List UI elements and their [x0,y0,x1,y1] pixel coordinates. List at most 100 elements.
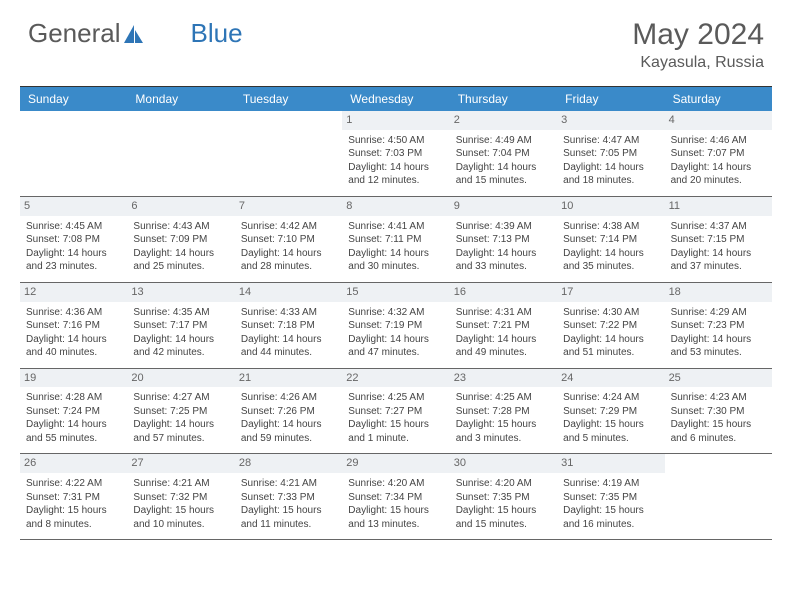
day-cell: 31Sunrise: 4:19 AMSunset: 7:35 PMDayligh… [557,454,664,539]
day1-text: Daylight: 15 hours [456,418,551,432]
sunrise-text: Sunrise: 4:42 AM [241,220,336,234]
day-number: 20 [127,369,234,388]
day1-text: Daylight: 14 hours [348,333,443,347]
day1-text: Daylight: 15 hours [348,418,443,432]
day2-text: and 11 minutes. [241,518,336,532]
month-title: May 2024 [632,18,764,52]
day-number: 11 [665,197,772,216]
day-cell: 5Sunrise: 4:45 AMSunset: 7:08 PMDaylight… [20,197,127,282]
sunrise-text: Sunrise: 4:26 AM [241,391,336,405]
day2-text: and 28 minutes. [241,260,336,274]
brand-part2: Blue [191,18,243,49]
day-cell: 10Sunrise: 4:38 AMSunset: 7:14 PMDayligh… [557,197,664,282]
day2-text: and 55 minutes. [26,432,121,446]
sunset-text: Sunset: 7:32 PM [133,491,228,505]
day-number: 9 [450,197,557,216]
day-number: 10 [557,197,664,216]
day-cell: 29Sunrise: 4:20 AMSunset: 7:34 PMDayligh… [342,454,449,539]
day-number: 19 [20,369,127,388]
day1-text: Daylight: 14 hours [133,418,228,432]
weekday-header: SundayMondayTuesdayWednesdayThursdayFrid… [20,87,772,111]
weekday-label: Saturday [665,87,772,111]
sunset-text: Sunset: 7:16 PM [26,319,121,333]
day2-text: and 20 minutes. [671,174,766,188]
day1-text: Daylight: 14 hours [456,161,551,175]
day1-text: Daylight: 14 hours [563,161,658,175]
day-number: 1 [342,111,449,130]
sunset-text: Sunset: 7:35 PM [563,491,658,505]
day-number: 5 [20,197,127,216]
weeks-container: 1Sunrise: 4:50 AMSunset: 7:03 PMDaylight… [20,111,772,540]
weekday-label: Friday [557,87,664,111]
day1-text: Daylight: 14 hours [348,247,443,261]
day2-text: and 8 minutes. [26,518,121,532]
day-cell: 3Sunrise: 4:47 AMSunset: 7:05 PMDaylight… [557,111,664,196]
day2-text: and 15 minutes. [456,174,551,188]
day-number: 26 [20,454,127,473]
day-number: 17 [557,283,664,302]
day-number: 21 [235,369,342,388]
weekday-label: Tuesday [235,87,342,111]
day-cell [235,111,342,196]
day1-text: Daylight: 14 hours [133,333,228,347]
day-cell: 18Sunrise: 4:29 AMSunset: 7:23 PMDayligh… [665,283,772,368]
day2-text: and 23 minutes. [26,260,121,274]
day-number: 24 [557,369,664,388]
day1-text: Daylight: 14 hours [26,418,121,432]
sunrise-text: Sunrise: 4:21 AM [133,477,228,491]
day1-text: Daylight: 14 hours [26,247,121,261]
sunset-text: Sunset: 7:14 PM [563,233,658,247]
day-cell: 1Sunrise: 4:50 AMSunset: 7:03 PMDaylight… [342,111,449,196]
week-row: 1Sunrise: 4:50 AMSunset: 7:03 PMDaylight… [20,111,772,197]
sunset-text: Sunset: 7:28 PM [456,405,551,419]
sunrise-text: Sunrise: 4:45 AM [26,220,121,234]
page-header: General Blue May 2024 Kayasula, Russia [0,0,792,80]
day1-text: Daylight: 15 hours [241,504,336,518]
sunrise-text: Sunrise: 4:22 AM [26,477,121,491]
day2-text: and 12 minutes. [348,174,443,188]
day-cell: 14Sunrise: 4:33 AMSunset: 7:18 PMDayligh… [235,283,342,368]
sunrise-text: Sunrise: 4:21 AM [241,477,336,491]
day1-text: Daylight: 14 hours [348,161,443,175]
day-cell: 12Sunrise: 4:36 AMSunset: 7:16 PMDayligh… [20,283,127,368]
weekday-label: Wednesday [342,87,449,111]
day-cell: 16Sunrise: 4:31 AMSunset: 7:21 PMDayligh… [450,283,557,368]
sunrise-text: Sunrise: 4:24 AM [563,391,658,405]
day1-text: Daylight: 14 hours [563,333,658,347]
sunset-text: Sunset: 7:10 PM [241,233,336,247]
day-cell: 8Sunrise: 4:41 AMSunset: 7:11 PMDaylight… [342,197,449,282]
day1-text: Daylight: 15 hours [456,504,551,518]
sunrise-text: Sunrise: 4:35 AM [133,306,228,320]
day1-text: Daylight: 14 hours [456,333,551,347]
day-number: 31 [557,454,664,473]
day-number: 4 [665,111,772,130]
day2-text: and 49 minutes. [456,346,551,360]
location-label: Kayasula, Russia [632,54,764,72]
day-cell: 17Sunrise: 4:30 AMSunset: 7:22 PMDayligh… [557,283,664,368]
day-cell: 20Sunrise: 4:27 AMSunset: 7:25 PMDayligh… [127,369,234,454]
day-cell: 9Sunrise: 4:39 AMSunset: 7:13 PMDaylight… [450,197,557,282]
sunrise-text: Sunrise: 4:28 AM [26,391,121,405]
day-number: 28 [235,454,342,473]
sunrise-text: Sunrise: 4:49 AM [456,134,551,148]
sunset-text: Sunset: 7:18 PM [241,319,336,333]
sunset-text: Sunset: 7:17 PM [133,319,228,333]
day-number: 8 [342,197,449,216]
day1-text: Daylight: 15 hours [563,504,658,518]
day2-text: and 1 minute. [348,432,443,446]
sunrise-text: Sunrise: 4:37 AM [671,220,766,234]
day1-text: Daylight: 14 hours [671,247,766,261]
sunset-text: Sunset: 7:27 PM [348,405,443,419]
sunrise-text: Sunrise: 4:31 AM [456,306,551,320]
sunrise-text: Sunrise: 4:39 AM [456,220,551,234]
day-number: 16 [450,283,557,302]
day-number: 23 [450,369,557,388]
sunset-text: Sunset: 7:15 PM [671,233,766,247]
brand-logo: General Blue [28,18,243,49]
day2-text: and 6 minutes. [671,432,766,446]
day2-text: and 16 minutes. [563,518,658,532]
day-cell: 19Sunrise: 4:28 AMSunset: 7:24 PMDayligh… [20,369,127,454]
sunset-text: Sunset: 7:23 PM [671,319,766,333]
sunset-text: Sunset: 7:35 PM [456,491,551,505]
title-block: May 2024 Kayasula, Russia [632,18,764,72]
